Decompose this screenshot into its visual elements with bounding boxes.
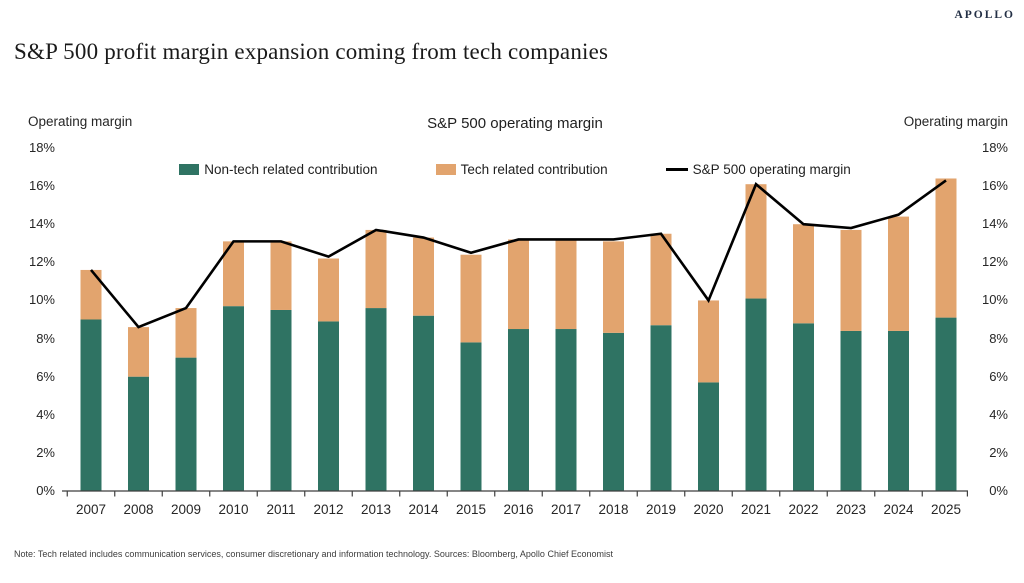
bar-tech-2021 <box>745 184 767 299</box>
x-tick-label-2014: 2014 <box>408 502 439 517</box>
bar-non-tech-2013 <box>365 308 387 491</box>
y-tick-label-right-0: 0% <box>989 483 1008 498</box>
apollo-logo: APOLLO <box>954 9 1015 21</box>
bar-tech-2017 <box>555 239 577 330</box>
x-tick-label-2007: 2007 <box>76 502 106 517</box>
bar-tech-2007 <box>80 269 102 320</box>
bar-non-tech-2007 <box>80 319 102 491</box>
bar-non-tech-2011 <box>270 309 292 491</box>
bar-tech-2014 <box>413 237 434 316</box>
chart-title: S&P 500 operating margin <box>427 115 603 132</box>
y-tick-label-left-12: 12% <box>28 254 55 270</box>
bar-non-tech-2018 <box>603 332 624 491</box>
operating-margin-line <box>90 179 947 329</box>
x-tick-label-2025: 2025 <box>931 502 961 517</box>
y-tick-label-left-6: 6% <box>36 368 55 384</box>
bar-tech-2020 <box>698 300 719 383</box>
legend-swatch-non-tech-related-contribution <box>179 164 200 175</box>
bar-non-tech-2015 <box>460 342 482 491</box>
x-tick-label-2012: 2012 <box>313 502 343 517</box>
y-axis-title-right: Operating margin <box>903 114 1008 129</box>
y-tick-label-right-18: 18% <box>981 140 1008 155</box>
x-tick-label-2015: 2015 <box>456 502 486 517</box>
x-tick-label-2020: 2020 <box>693 502 723 517</box>
x-tick-label-2010: 2010 <box>218 502 248 517</box>
footnote: Note: Tech related includes communicatio… <box>14 549 613 559</box>
legend-label-tech-related-contribution: Tech related contribution <box>460 162 608 177</box>
y-tick-label-left-10: 10% <box>28 292 55 308</box>
bar-tech-2010 <box>223 241 244 307</box>
x-tick-label-2022: 2022 <box>788 502 818 517</box>
bar-tech-2024 <box>888 216 909 331</box>
bar-non-tech-2016 <box>508 329 529 491</box>
x-tick-label-2023: 2023 <box>836 502 866 517</box>
bar-tech-2008 <box>128 327 149 377</box>
x-tick-label-2011: 2011 <box>266 502 295 517</box>
y-tick-label-left-0: 0% <box>36 483 55 498</box>
bar-tech-2016 <box>508 239 529 330</box>
y-tick-label-left-2: 2% <box>36 444 55 460</box>
bar-non-tech-2012 <box>318 321 339 491</box>
y-tick-label-left-16: 16% <box>28 178 55 194</box>
bar-non-tech-2019 <box>650 325 672 491</box>
page-title: S&P 500 profit margin expansion coming f… <box>14 39 609 65</box>
bar-tech-2011 <box>270 241 292 310</box>
bar-non-tech-2008 <box>128 376 149 491</box>
legend-label-non-tech-related-contribution: Non-tech related contribution <box>204 162 378 177</box>
bar-tech-2018 <box>603 241 624 333</box>
bar-non-tech-2014 <box>413 315 434 491</box>
bar-non-tech-2009 <box>175 357 197 491</box>
bar-non-tech-2010 <box>223 306 244 491</box>
y-tick-label-right-6: 6% <box>989 368 1008 384</box>
x-tick-label-2016: 2016 <box>503 502 533 517</box>
y-tick-label-right-12: 12% <box>981 254 1008 270</box>
bar-non-tech-2021 <box>745 298 767 491</box>
y-tick-label-left-18: 18% <box>28 140 55 155</box>
y-tick-label-right-4: 4% <box>989 406 1008 422</box>
bar-non-tech-2020 <box>698 382 719 491</box>
y-tick-label-right-10: 10% <box>981 292 1008 308</box>
y-axis-title-left: Operating margin <box>28 114 133 129</box>
y-tick-label-right-2: 2% <box>989 444 1008 460</box>
plot-area: 2007 2008 2009 2010 2011 2012 2013 2014 2015 2016… <box>62 140 969 525</box>
y-tick-label-left-4: 4% <box>36 406 55 422</box>
x-tick-label-2018: 2018 <box>598 502 628 517</box>
y-tick-label-right-14: 14% <box>981 216 1008 232</box>
bar-tech-2019 <box>650 233 672 326</box>
y-axis-left: 18% 16% 14% 12% 10% 8% 6% 4% 2% 0% <box>0 140 55 530</box>
x-tick-label-2024: 2024 <box>883 502 914 517</box>
x-tick-label-2008: 2008 <box>123 502 153 517</box>
bar-tech-2009 <box>175 308 197 358</box>
y-tick-label-right-8: 8% <box>989 330 1008 346</box>
bar-non-tech-2023 <box>840 330 862 491</box>
bar-tech-2023 <box>840 229 862 331</box>
legend-swatch-tech-related-contribution <box>435 164 456 175</box>
x-tick-label-2019: 2019 <box>646 502 676 517</box>
bar-non-tech-2017 <box>555 329 577 491</box>
y-axis-right: 18% 16% 14% 12% 10% 8% 6% 4% 2% 0% <box>968 140 1008 530</box>
bar-tech-2025 <box>935 178 957 318</box>
bar-tech-2013 <box>365 229 387 309</box>
bar-non-tech-2024 <box>888 330 909 491</box>
plot-svg: 2007 2008 2009 2010 2011 2012 2013 2014 2015 2016… <box>62 178 969 517</box>
legend-item-s-p-500-operating-margin: S&P 500 operating margin <box>665 162 851 177</box>
legend: Non-tech related contribution Tech relate… <box>62 162 968 177</box>
x-tick-label-2021: 2021 <box>741 502 771 517</box>
bar-non-tech-2025 <box>935 317 957 491</box>
y-tick-label-right-16: 16% <box>981 178 1008 194</box>
legend-item-non-tech-related-contribution: Non-tech related contribution <box>179 162 378 177</box>
bar-tech-2022 <box>793 224 814 324</box>
legend-line-s-p-500-operating-margin <box>665 168 688 171</box>
bar-tech-2015 <box>460 254 482 343</box>
y-tick-label-left-8: 8% <box>36 330 55 346</box>
x-tick-label-2013: 2013 <box>361 502 391 517</box>
legend-item-tech-related-contribution: Tech related contribution <box>435 162 608 177</box>
bar-non-tech-2022 <box>793 323 814 491</box>
x-tick-label-2017: 2017 <box>551 502 581 517</box>
legend-label-s-p-500-operating-margin: S&P 500 operating margin <box>692 162 851 177</box>
y-tick-label-left-14: 14% <box>28 216 55 232</box>
bar-tech-2012 <box>318 258 339 322</box>
x-tick-label-2009: 2009 <box>171 502 201 517</box>
